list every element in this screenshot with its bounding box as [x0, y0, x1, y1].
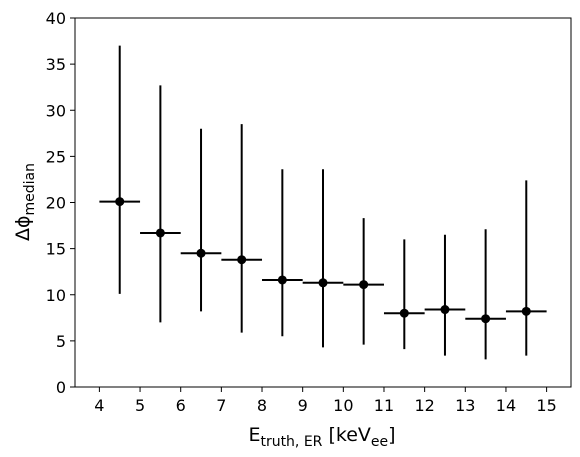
plot-frame — [74, 17, 572, 388]
y-tick-label-8: 40 — [46, 9, 66, 28]
y-tick-label-4: 20 — [46, 194, 66, 213]
x-axis-label-unit-close: ] — [388, 424, 395, 446]
x-tick-label-3: 7 — [216, 396, 226, 415]
data-layer — [99, 45, 547, 360]
data-point-3 — [237, 255, 247, 265]
x-tick-label-8: 12 — [414, 396, 434, 415]
y-tick-label-0: 0 — [56, 378, 66, 397]
x-tick-label-4: 8 — [257, 396, 267, 415]
x-axis-label-unit: [keV — [328, 424, 370, 446]
x-axis-label-main: E — [248, 424, 260, 446]
y-tick-label-1: 5 — [56, 332, 66, 351]
data-point-6 — [359, 280, 369, 290]
data-point-2 — [196, 248, 206, 258]
x-tick-label-0: 4 — [94, 396, 104, 415]
data-point-8 — [440, 305, 450, 315]
y-tick-label-2: 10 — [46, 286, 66, 305]
x-tick-label-1: 5 — [135, 396, 145, 415]
x-tick-label-7: 11 — [374, 396, 394, 415]
x-axis-label-unit-sub: ee — [371, 434, 388, 450]
data-point-0 — [115, 197, 125, 207]
x-tick-label-10: 14 — [496, 396, 516, 415]
x-axis-label: Etruth, ER [keVee] — [248, 424, 395, 450]
data-point-1 — [155, 228, 165, 238]
ticks-layer: 4 5 6 7 8 9 10 11 12 13 14 15 0 5 10 15 20 25 30 35 40 — [46, 9, 557, 415]
x-tick-label-2: 6 — [176, 396, 186, 415]
data-point-9 — [481, 314, 491, 324]
x-tick-label-5: 9 — [298, 396, 308, 415]
y-tick-label-3: 15 — [46, 240, 66, 259]
y-axis-label: Δϕmedian — [12, 163, 38, 241]
y-axis-label-sub: median — [22, 163, 38, 215]
y-axis-label-main: Δϕ — [12, 215, 34, 241]
x-axis-label-sub: truth, ER — [260, 434, 322, 450]
data-point-5 — [318, 278, 328, 288]
data-point-7 — [399, 308, 409, 318]
x-tick-label-11: 15 — [536, 396, 556, 415]
data-point-10 — [521, 306, 531, 316]
y-tick-label-7: 35 — [46, 55, 66, 74]
data-point-4 — [277, 275, 287, 285]
x-tick-label-6: 10 — [333, 396, 353, 415]
y-tick-label-6: 30 — [46, 101, 66, 120]
x-tick-label-9: 13 — [455, 396, 475, 415]
y-tick-label-5: 25 — [46, 147, 66, 166]
